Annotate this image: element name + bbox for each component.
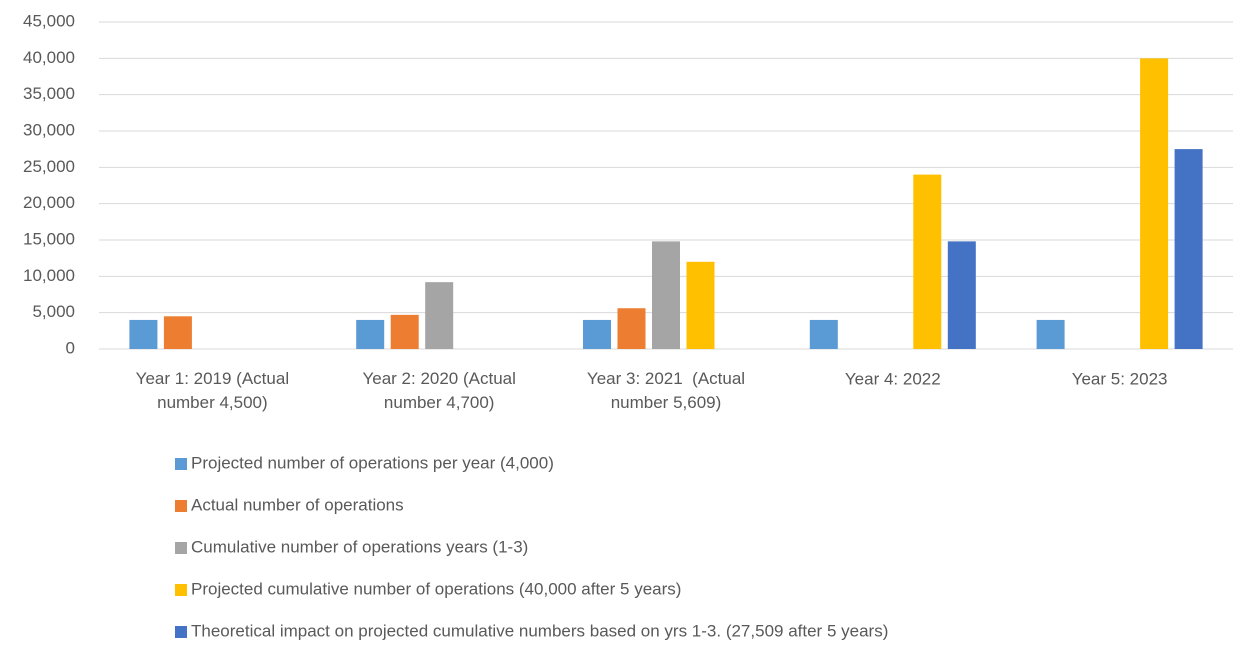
y-tick-label: 10,000 bbox=[23, 266, 75, 285]
bar bbox=[809, 319, 838, 349]
y-tick-label: 5,000 bbox=[32, 302, 75, 321]
bar bbox=[163, 316, 192, 349]
y-tick-label: 25,000 bbox=[23, 157, 75, 176]
bar bbox=[913, 174, 942, 349]
x-tick-label: Year 5: 2023 bbox=[1072, 369, 1168, 388]
legend-label: Projected cumulative number of operation… bbox=[191, 579, 681, 598]
legend-swatch bbox=[175, 542, 187, 554]
bar bbox=[356, 319, 385, 349]
bar bbox=[686, 261, 715, 349]
y-tick-label: 45,000 bbox=[23, 11, 75, 30]
bar bbox=[617, 308, 646, 349]
bar bbox=[390, 314, 419, 349]
bar bbox=[1036, 319, 1065, 349]
legend-label: Actual number of operations bbox=[191, 495, 404, 514]
x-tick-label: Year 4: 2022 bbox=[845, 369, 941, 388]
legend-swatch bbox=[175, 500, 187, 512]
legend-label: Cumulative number of operations years (1… bbox=[191, 537, 528, 556]
bar bbox=[947, 241, 976, 349]
bar bbox=[1174, 149, 1203, 349]
y-tick-label: 30,000 bbox=[23, 120, 75, 139]
legend-swatch bbox=[175, 458, 187, 470]
bar bbox=[425, 282, 454, 349]
bar bbox=[129, 319, 158, 349]
bar bbox=[652, 241, 680, 349]
y-tick-label: 35,000 bbox=[23, 84, 75, 103]
x-tick-label: Year 2: 2020 (Actual number 4,700) bbox=[362, 369, 515, 412]
x-tick-label: Year 1: 2019 (Actual number 4,500) bbox=[136, 369, 289, 412]
x-tick-label: Year 3: 2021 (Actual number 5,609) bbox=[587, 369, 745, 412]
bar bbox=[583, 319, 611, 349]
legend-swatch bbox=[175, 584, 187, 596]
y-tick-label: 40,000 bbox=[23, 48, 75, 67]
legend-label: Theoretical impact on projected cumulati… bbox=[191, 621, 888, 640]
legend-label: Projected number of operations per year … bbox=[191, 453, 554, 472]
y-tick-label: 20,000 bbox=[23, 193, 75, 212]
legend-swatch bbox=[175, 626, 187, 638]
y-tick-label: 15,000 bbox=[23, 229, 75, 248]
bar bbox=[1140, 58, 1169, 349]
y-tick-label: 0 bbox=[66, 338, 75, 357]
